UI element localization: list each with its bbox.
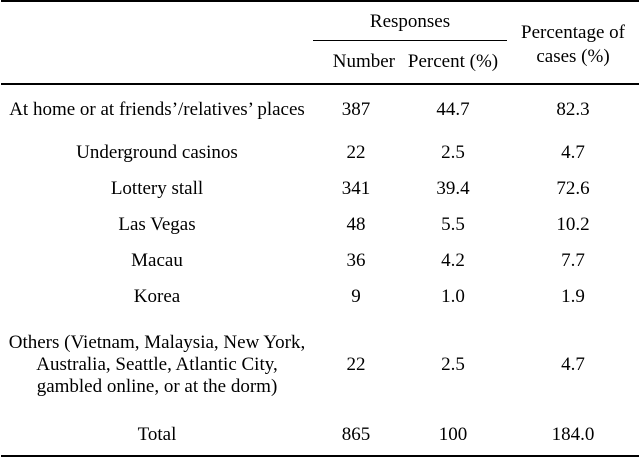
total-number: 865: [341, 424, 371, 445]
total-label: Total: [137, 424, 177, 445]
row-percent: 1.0: [441, 286, 465, 307]
table-row: Macau 36 4.2 7.7: [1, 243, 639, 279]
row-percent: 2.5: [441, 354, 465, 375]
row-label: Korea: [133, 286, 181, 307]
row-cases: 4.7: [561, 354, 585, 375]
row-cases: 10.2: [556, 214, 590, 235]
row-label: Lottery stall: [110, 178, 204, 199]
row-cases: 7.7: [561, 250, 585, 271]
row-label: At home or at friends’/relatives’ places: [9, 99, 305, 120]
row-number: 9: [351, 286, 361, 307]
row-percent: 4.2: [441, 250, 465, 271]
row-percent: 5.5: [441, 214, 465, 235]
total-cases: 184.0: [551, 424, 595, 445]
row-label: Underground casinos: [76, 142, 238, 163]
table-row: Korea 9 1.0 1.9: [1, 279, 639, 315]
row-percent: 39.4: [436, 178, 470, 199]
row-number: 22: [346, 354, 366, 375]
row-cases: 82.3: [556, 99, 590, 120]
row-number: 387: [341, 99, 371, 120]
total-row: Total 865 100 184.0: [1, 415, 640, 456]
header-number: Number: [332, 51, 395, 72]
table-row: Underground casinos 22 2.5 4.7: [1, 135, 639, 171]
row-cases: 4.7: [561, 142, 585, 163]
gambling-locations-table: Responses Percentage of cases (%) Number…: [1, 0, 640, 457]
header-empty-cell: [1, 1, 313, 84]
header-row-1: Responses Percentage of cases (%): [1, 1, 640, 67]
header-responses: Responses: [313, 1, 508, 41]
row-percent: 2.5: [441, 142, 465, 163]
table-row: Lottery stall 341 39.4 72.6: [1, 171, 639, 207]
total-percent: 100: [438, 424, 468, 445]
table-row: Others (Vietnam, Malaysia, New York, Aus…: [1, 315, 639, 415]
row-label: Others (Vietnam, Malaysia, New York, Aus…: [8, 332, 306, 397]
table-row: Las Vegas 48 5.5 10.2: [1, 207, 639, 243]
row-percent: 44.7: [436, 99, 470, 120]
row-cases: 72.6: [556, 178, 590, 199]
header-percent: Percent (%): [407, 51, 499, 72]
row-number: 341: [341, 178, 371, 199]
table-row: At home or at friends’/relatives’ places…: [1, 84, 639, 135]
row-number: 22: [346, 142, 366, 163]
row-number: 36: [346, 250, 366, 271]
header-row-2: Number Percent (%): [1, 41, 640, 84]
row-label: Macau: [131, 250, 183, 271]
row-number: 48: [346, 214, 366, 235]
row-label: Las Vegas: [118, 214, 196, 235]
header-percentage-of-cases: Percentage of cases (%): [521, 21, 625, 67]
row-cases: 1.9: [561, 286, 585, 307]
